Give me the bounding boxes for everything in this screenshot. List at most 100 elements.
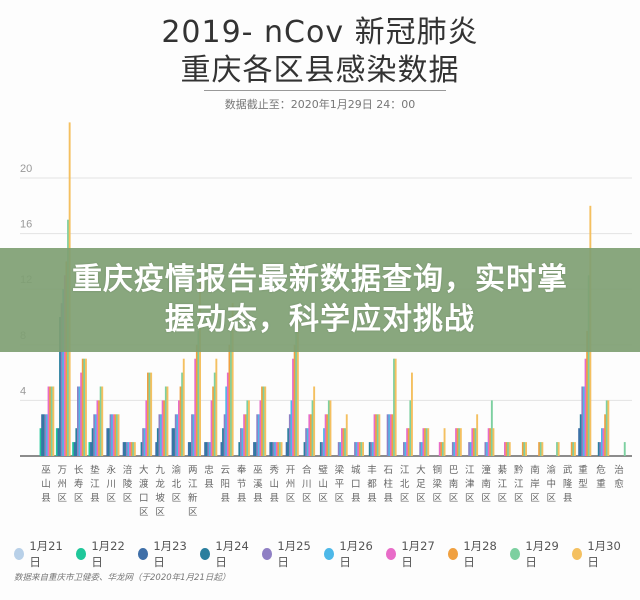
bar [583, 386, 585, 456]
bar [156, 428, 159, 456]
legend-label: 1月22日 [91, 539, 125, 569]
legend-item[interactable]: 1月29日 [510, 538, 564, 570]
legend-item[interactable]: 1月28日 [448, 538, 502, 570]
bar [292, 358, 294, 456]
legend-item[interactable]: 1月23日 [138, 538, 192, 570]
bar [60, 303, 63, 456]
x-category-label: 山 [41, 479, 51, 490]
bar [226, 372, 229, 456]
x-category-label: 区 [286, 493, 296, 504]
bar [597, 442, 600, 456]
bar [285, 442, 288, 456]
bar [124, 442, 127, 456]
bar [212, 386, 215, 456]
legend-dot-icon [200, 548, 211, 560]
bar [311, 400, 314, 456]
legend-item[interactable]: 1月27日 [386, 538, 440, 570]
x-category-label: 隆 [563, 478, 573, 490]
x-category-label: 重 [578, 464, 588, 476]
bar [199, 275, 201, 456]
legend-dot-icon [386, 548, 397, 560]
legend-item[interactable]: 1月30日 [572, 538, 626, 570]
bar [538, 442, 541, 456]
x-category-label: 山 [269, 479, 279, 490]
bar [362, 442, 364, 456]
bar [476, 414, 479, 456]
legend-item[interactable]: 1月26日 [324, 538, 378, 570]
bar [492, 428, 495, 456]
bar [179, 386, 182, 456]
legend-dot-icon [138, 548, 149, 560]
bar [99, 386, 102, 456]
bar [80, 372, 83, 456]
bar [305, 428, 308, 456]
bar [207, 442, 210, 456]
legend-item[interactable]: 1月24日 [200, 538, 254, 570]
legend-item[interactable]: 1月22日 [76, 538, 130, 570]
bar [357, 442, 360, 456]
legend-dot-icon [448, 548, 459, 560]
bar [310, 414, 312, 456]
bar [72, 442, 75, 456]
x-category-label: 区 [318, 493, 328, 504]
bar [411, 372, 413, 456]
bar [197, 330, 200, 456]
legend-label: 1月25日 [277, 539, 311, 569]
x-category-label: 垫 [90, 464, 100, 476]
bar [148, 372, 151, 456]
x-category-label: 江 [188, 479, 198, 490]
bar [607, 400, 610, 456]
x-category-label: 江 [90, 479, 100, 490]
x-category-label: 巫 [41, 465, 51, 476]
bar [275, 442, 278, 456]
bar [254, 442, 257, 456]
bar [269, 442, 272, 456]
bar [489, 428, 492, 456]
chart-legend: 1月21日 1月22日 1月23日 1月24日 1月25日 1月26日 1月27日 1月28日… [14, 538, 634, 570]
bar [39, 428, 42, 456]
bar [93, 414, 96, 456]
bar [456, 428, 459, 456]
bar [321, 442, 324, 456]
bar [308, 414, 311, 456]
x-category-label: 渡 [139, 478, 149, 490]
bar [94, 414, 97, 456]
x-category-label: 州 [286, 479, 296, 490]
x-category-label: 治 [614, 464, 624, 476]
legend-item[interactable]: 1月25日 [262, 538, 316, 570]
bar [261, 386, 263, 456]
bar [471, 428, 474, 456]
x-category-label: 秀 [269, 464, 279, 476]
bar [442, 442, 444, 456]
x-category-label: 区 [400, 493, 410, 504]
bar [368, 442, 371, 456]
bar [403, 442, 405, 456]
bar [604, 414, 607, 456]
bar [579, 414, 582, 456]
bar [256, 414, 259, 456]
bar [160, 414, 162, 456]
bar [248, 400, 250, 456]
bar [187, 442, 190, 456]
bar [133, 442, 136, 456]
bar [295, 330, 298, 456]
bar [486, 442, 488, 456]
bar [57, 428, 60, 456]
bar [306, 428, 309, 456]
legend-item[interactable]: 1月21日 [14, 538, 68, 570]
bar [287, 428, 290, 456]
x-category-label: 县 [367, 493, 377, 504]
bar [163, 400, 166, 456]
x-category-label: 区 [74, 493, 84, 504]
bar [220, 442, 223, 456]
bar [253, 442, 255, 456]
bar [231, 303, 234, 456]
bar [469, 442, 472, 456]
bar [225, 386, 228, 456]
x-category-label: 永 [106, 464, 116, 476]
x-category-label: 区 [514, 493, 524, 504]
bar [194, 358, 197, 456]
x-category-label: 县 [237, 493, 247, 504]
chart-title-line2: 重庆各区县感染数据 [180, 53, 460, 88]
bar [339, 442, 342, 456]
